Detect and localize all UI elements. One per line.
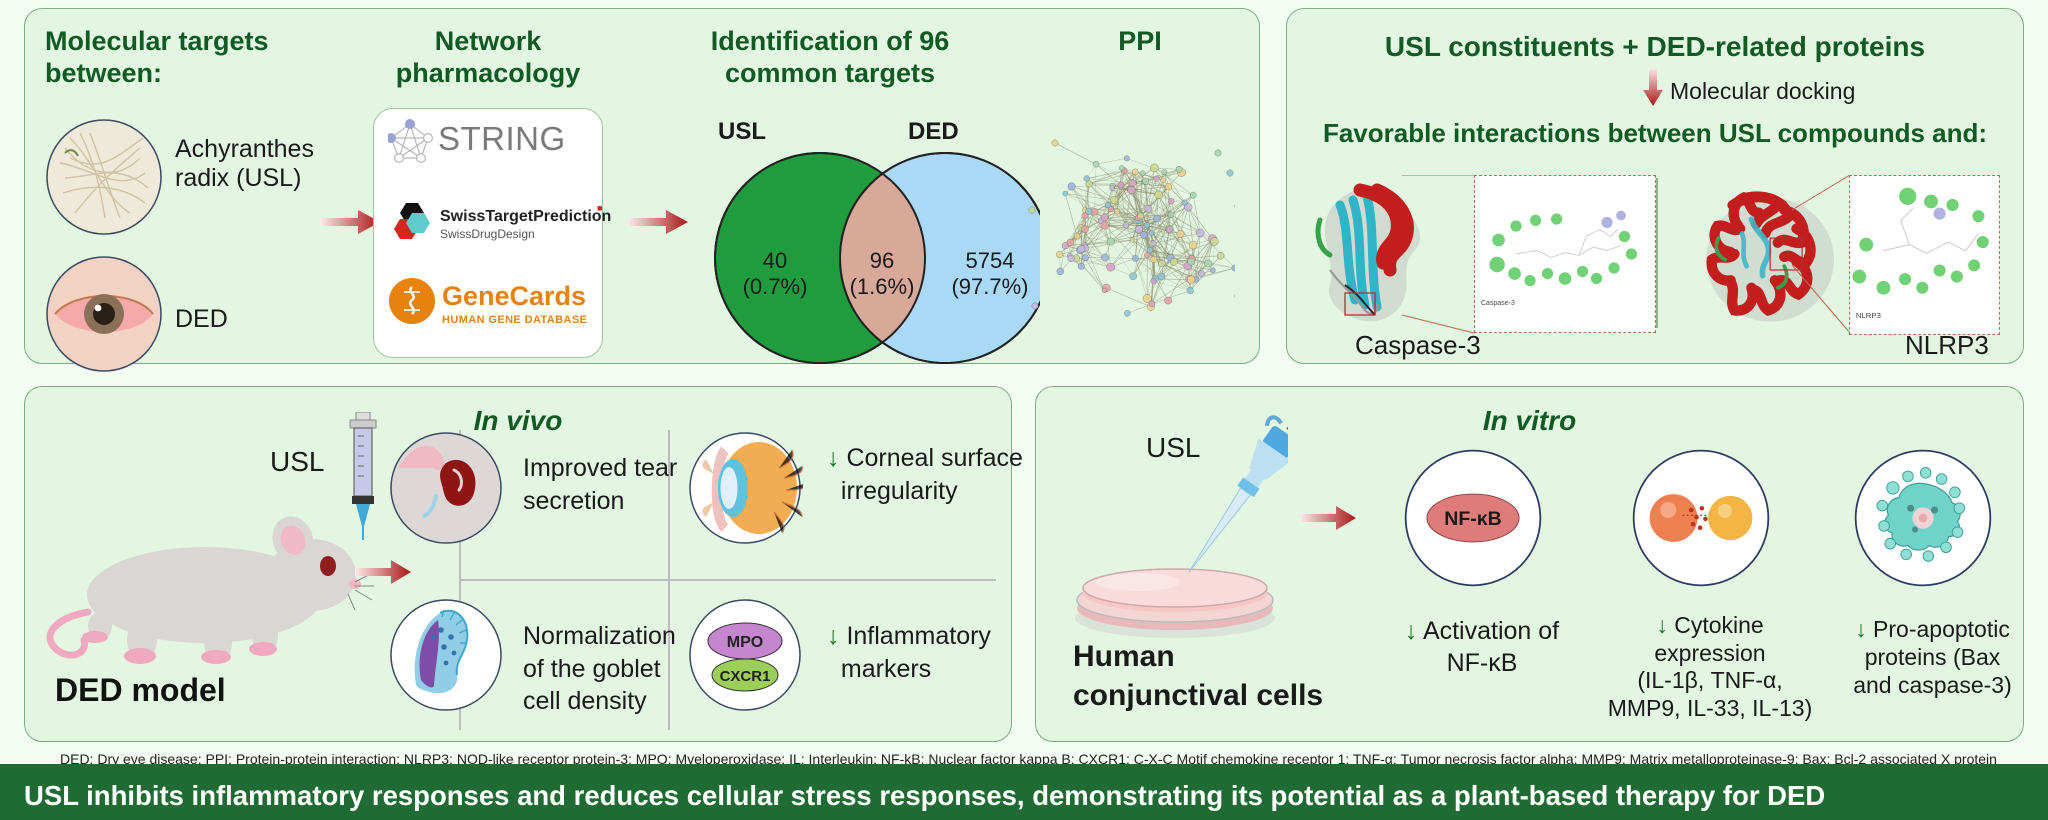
svg-text:96: 96 xyxy=(870,248,894,273)
svg-text:(1.6%): (1.6%) xyxy=(850,274,915,299)
svg-text:(0.7%): (0.7%) xyxy=(743,274,808,299)
svg-text:MPO: MPO xyxy=(727,634,763,651)
svg-text:NLRP3: NLRP3 xyxy=(1856,311,1881,320)
svg-text:5754: 5754 xyxy=(966,248,1015,273)
svg-text:Caspase-3: Caspase-3 xyxy=(1481,300,1515,307)
svg-text:CXCR1: CXCR1 xyxy=(720,668,771,685)
svg-text:40: 40 xyxy=(763,248,787,273)
svg-text:(97.7%): (97.7%) xyxy=(951,274,1028,299)
svg-text:NF-κB: NF-κB xyxy=(1444,508,1501,530)
